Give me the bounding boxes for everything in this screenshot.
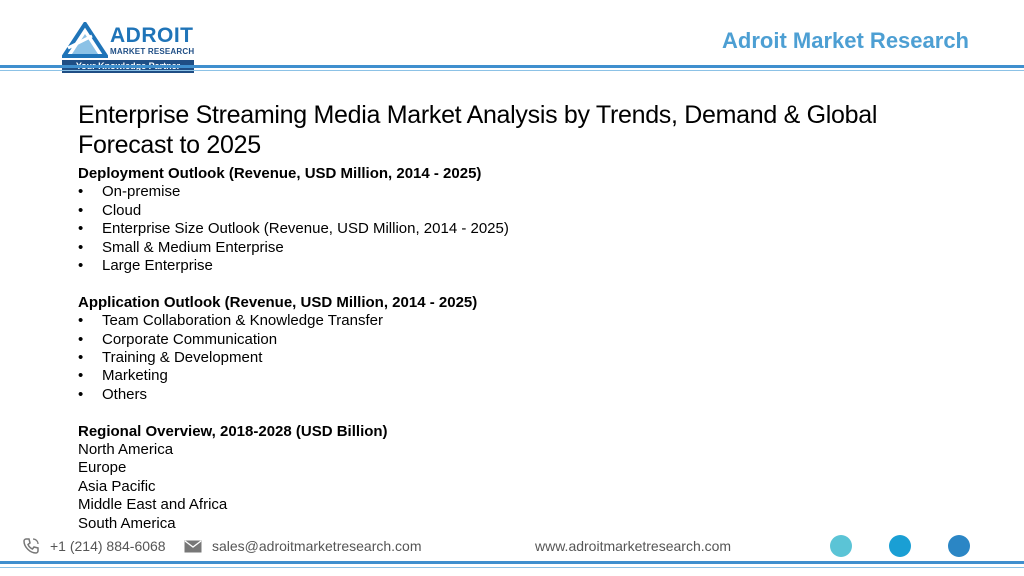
deployment-list: On-premise Cloud Enterprise Size Outlook… (78, 183, 509, 275)
triangle-logo-icon (62, 22, 108, 58)
header-brand: Adroit Market Research (722, 28, 969, 53)
list-item: Large Enterprise (78, 257, 509, 276)
decor-dot-1 (830, 535, 852, 557)
logo-subtitle: MARKET RESEARCH (110, 47, 195, 56)
region-item: Middle East and Africa (78, 496, 228, 514)
footer-website[interactable]: www.adroitmarketresearch.com (535, 538, 732, 554)
list-item: Training & Development (78, 349, 509, 368)
region-item: South America (78, 514, 176, 532)
mail-icon (184, 540, 202, 553)
footer: +1 (214) 884-6068 sales@adroitmarketrese… (0, 534, 1024, 564)
header-divider-thin (0, 70, 1024, 71)
list-item: Cloud (78, 202, 509, 221)
region-item: Asia Pacific (78, 477, 156, 495)
decor-dot-3 (948, 535, 970, 557)
phone-icon (23, 538, 39, 554)
deployment-heading: Deployment Outlook (Revenue, USD Million… (78, 165, 482, 182)
application-heading: Application Outlook (Revenue, USD Millio… (78, 293, 478, 311)
list-item: Corporate Communication (78, 331, 509, 350)
footer-divider (0, 561, 1024, 564)
report-segments: Deployment Outlook (Revenue, USD Million… (78, 165, 509, 533)
region-item: North America (78, 441, 174, 459)
decor-dot-2 (889, 535, 911, 557)
list-item: Enterprise Size Outlook (Revenue, USD Mi… (78, 220, 509, 239)
region-item: Europe (78, 459, 127, 477)
application-list: Team Collaboration & Knowledge Transfer … (78, 312, 509, 404)
page-title: Enterprise Streaming Media Market Analys… (78, 101, 878, 159)
footer-email[interactable]: sales@adroitmarketresearch.com (212, 538, 422, 554)
header-divider (0, 65, 1024, 68)
regional-heading: Regional Overview, 2018-2028 (USD Billio… (78, 422, 388, 440)
list-item: Team Collaboration & Knowledge Transfer (78, 312, 509, 331)
footer-divider-thin (0, 567, 1024, 568)
footer-phone[interactable]: +1 (214) 884-6068 (50, 538, 166, 554)
logo-name: ADROIT (110, 24, 194, 47)
list-item: Others (78, 386, 509, 405)
list-item: Small & Medium Enterprise (78, 239, 509, 258)
list-item: Marketing (78, 367, 509, 386)
list-item: On-premise (78, 183, 509, 202)
